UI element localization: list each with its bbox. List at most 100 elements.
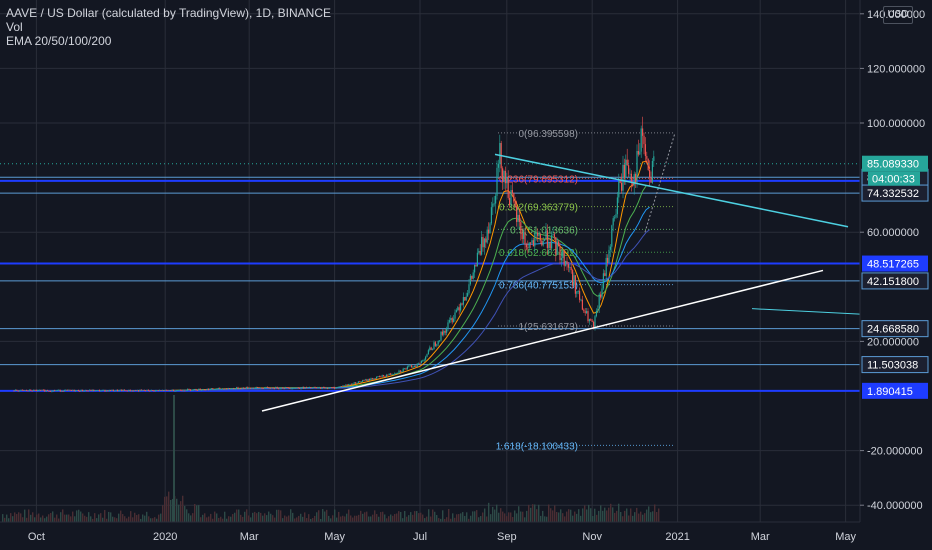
volume-bar: [22, 517, 24, 522]
time-tick-label: 2021: [665, 531, 689, 543]
volume-bar: [234, 512, 236, 522]
volume-bar: [364, 512, 366, 522]
candle-body: [569, 267, 571, 268]
price-level-tag-label: 48.517265: [867, 259, 919, 271]
candle-body: [202, 389, 204, 391]
candle-body: [647, 158, 649, 170]
candle-body: [622, 164, 624, 191]
candle-body: [321, 387, 323, 389]
volume-bar: [640, 511, 642, 522]
volume-bar: [558, 512, 560, 522]
volume-bar: [540, 515, 542, 522]
symbol-title[interactable]: AAVE / US Dollar (calculated by TradingV…: [6, 6, 332, 20]
volume-bar: [526, 510, 528, 522]
candle-body: [528, 242, 530, 248]
candle-body: [600, 294, 602, 298]
volume-indicator-label[interactable]: Vol: [6, 20, 23, 34]
volume-bar: [142, 514, 144, 522]
volume-bar: [10, 513, 12, 522]
volume-bar: [360, 510, 362, 522]
candle-body: [192, 389, 194, 391]
volume-bar: [586, 509, 588, 522]
candle-body: [69, 389, 71, 391]
candle-body: [405, 368, 407, 370]
candle-body: [467, 293, 469, 297]
volume-bar: [618, 503, 620, 522]
volume-bar: [182, 495, 184, 522]
time-tick-label: May: [835, 531, 856, 543]
candle-body: [182, 390, 184, 392]
ema-indicator-label[interactable]: EMA 20/50/100/200: [6, 34, 112, 48]
volume-bar: [40, 517, 42, 522]
candle-body: [20, 389, 22, 391]
candle-body: [301, 386, 303, 389]
volume-bar: [222, 518, 224, 522]
fib-level-label: 0.236(79.695312): [499, 174, 578, 185]
volume-bar: [320, 518, 322, 522]
volume-bar: [230, 516, 232, 522]
volume-bar: [134, 512, 136, 522]
candle-body: [594, 316, 596, 328]
volume-bar: [218, 517, 220, 522]
volume-bar: [638, 513, 640, 522]
candle-body: [552, 234, 554, 236]
candle-body: [343, 385, 345, 387]
price-level-tag-label: 1.890415: [867, 386, 913, 398]
candle-body: [574, 275, 576, 294]
currency-button[interactable]: USD: [883, 6, 913, 24]
volume-bar: [132, 517, 134, 522]
volume-bar: [28, 509, 30, 522]
candle-body: [79, 391, 81, 392]
candle-body: [453, 318, 455, 323]
volume-bar: [280, 510, 282, 522]
fib-trend-line: [644, 132, 676, 233]
candle-body: [451, 318, 453, 323]
fib-level-label: 0.786(40.775153): [499, 281, 578, 292]
volume-bar: [152, 518, 154, 522]
volume-bar: [302, 516, 304, 522]
candle-body: [349, 383, 351, 385]
candle-body: [628, 165, 630, 174]
candle-body: [224, 388, 226, 390]
candle-body: [146, 389, 148, 391]
candle-body: [399, 370, 401, 372]
volume-bar: [584, 505, 586, 522]
time-tick-label: Jul: [413, 531, 427, 543]
candle-body: [188, 389, 190, 390]
volume-bar: [64, 514, 66, 522]
candle-body: [419, 362, 421, 364]
candle-body: [570, 267, 572, 271]
volume-bar: [522, 511, 524, 522]
volume-bar: [550, 508, 552, 522]
volume-bar: [466, 512, 468, 522]
volume-bar: [424, 518, 426, 522]
candle-body: [577, 291, 579, 292]
price-tick-label: 20.000000: [867, 336, 919, 348]
fib-level-label: 0.5(61.013636): [510, 225, 578, 236]
candle-body: [164, 389, 166, 391]
volume-bar: [510, 512, 512, 522]
candle-body: [531, 240, 533, 243]
candle-body: [475, 265, 477, 267]
candle-body: [195, 388, 197, 391]
candle-body: [166, 389, 168, 391]
volume-bar: [50, 512, 52, 522]
candle-body: [142, 390, 144, 391]
price-tick-label: 120.000000: [867, 63, 925, 75]
chart-grid: [0, 0, 860, 522]
candle-body: [506, 177, 508, 184]
candle-body: [159, 390, 161, 391]
candle-body: [545, 230, 547, 239]
candle-body: [311, 387, 313, 389]
candle-body: [84, 390, 86, 392]
candle-body: [238, 388, 240, 390]
candle-body: [356, 382, 358, 384]
volume-bar: [614, 512, 616, 522]
candle-body: [565, 261, 567, 266]
candle-body: [131, 390, 133, 392]
candle-body: [345, 384, 347, 386]
volume-bar: [54, 517, 56, 522]
volume-bar: [568, 509, 570, 522]
volume-bar: [104, 510, 106, 522]
